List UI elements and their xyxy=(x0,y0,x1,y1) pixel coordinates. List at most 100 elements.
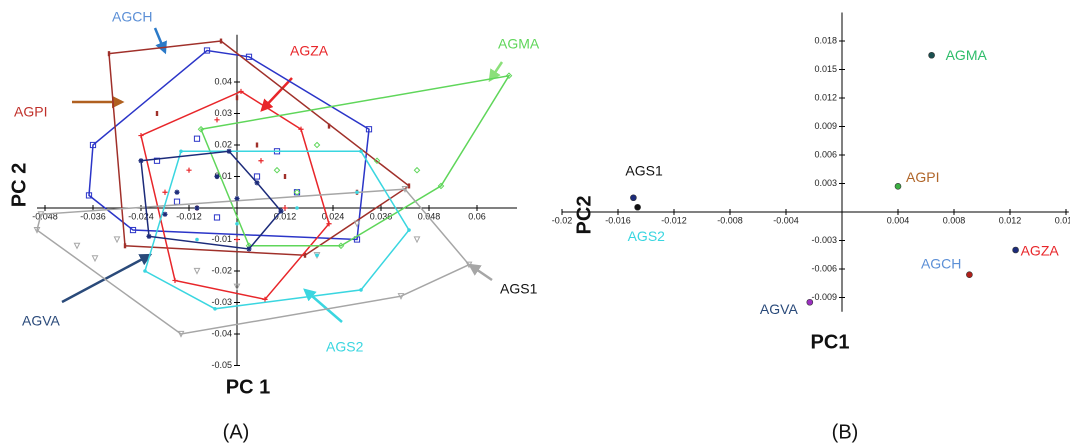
point xyxy=(505,72,513,80)
x-axis-label: PC1 xyxy=(811,331,850,353)
point xyxy=(407,183,411,189)
point xyxy=(437,182,445,190)
y-tick-label: -0.05 xyxy=(211,360,232,370)
chart: -0.048 -0.036 -0.024 -0.012 0.012 0.024 0.036 0… xyxy=(8,9,540,443)
y-tick-label: 0.003 xyxy=(814,178,837,188)
y-axis-label: PC2 xyxy=(573,196,595,235)
point xyxy=(254,180,260,186)
chart: -0.02 -0.016 -0.012 -0.008 -0.004 0.004 0.008 0… xyxy=(552,12,1070,443)
point xyxy=(235,95,239,101)
series-label: AGCH xyxy=(921,255,961,271)
point xyxy=(162,211,168,217)
series-label: AGS1 xyxy=(500,281,538,297)
point xyxy=(37,211,45,219)
x-tick-label: -0.012 xyxy=(661,215,687,225)
point xyxy=(213,214,221,221)
point xyxy=(233,283,241,291)
point xyxy=(278,208,284,214)
arrow xyxy=(467,263,493,282)
point xyxy=(359,149,363,154)
point xyxy=(282,205,288,211)
point xyxy=(413,166,421,174)
point xyxy=(293,188,301,196)
series-label: AGPI xyxy=(906,169,939,185)
point xyxy=(179,149,183,154)
point xyxy=(630,194,637,202)
y-tick-label: -0.01 xyxy=(211,234,232,244)
point xyxy=(373,157,381,165)
point xyxy=(113,236,121,244)
point xyxy=(327,123,331,129)
y-tick-label: 0.009 xyxy=(814,121,837,131)
x-tick-label: -0.004 xyxy=(773,215,799,225)
x-tick-label: 0.036 xyxy=(370,211,393,221)
y-axis-label: PC 2 xyxy=(8,163,30,207)
caption: (A) xyxy=(223,421,250,443)
x-tick-label: -0.048 xyxy=(32,211,58,221)
point xyxy=(293,189,301,196)
y-tick-label: 0.006 xyxy=(814,149,837,159)
point xyxy=(234,195,240,202)
y-tick-label: 0.01 xyxy=(214,171,232,181)
y-tick-label: -0.02 xyxy=(211,265,232,275)
point xyxy=(173,198,181,205)
series-label: AGMA xyxy=(946,47,988,63)
x-tick-label: -0.016 xyxy=(605,215,631,225)
arrow xyxy=(61,253,153,304)
hull xyxy=(199,74,511,247)
point xyxy=(238,88,244,95)
point xyxy=(85,192,93,199)
point xyxy=(283,174,287,179)
point xyxy=(203,47,211,54)
point xyxy=(634,203,641,211)
point xyxy=(195,237,199,242)
point xyxy=(806,298,814,306)
point xyxy=(186,167,192,173)
point xyxy=(245,53,253,60)
series-label: AGCH xyxy=(112,9,152,25)
point xyxy=(162,189,168,195)
x-axis-label: PC 1 xyxy=(226,376,270,398)
point xyxy=(966,271,973,279)
point xyxy=(143,269,147,273)
y-tick-label: 0.04 xyxy=(214,76,232,86)
series-label: AGS2 xyxy=(326,339,364,355)
point xyxy=(73,242,81,250)
x-tick-label: -0.024 xyxy=(128,211,154,221)
series-label: AGVA xyxy=(22,313,61,329)
point xyxy=(353,220,361,228)
point xyxy=(146,233,152,239)
point xyxy=(107,51,111,57)
point xyxy=(177,330,185,338)
point xyxy=(246,246,252,252)
point xyxy=(413,236,421,244)
point xyxy=(153,157,161,164)
point xyxy=(197,125,205,133)
x-tick-label: 0.004 xyxy=(887,215,910,225)
point xyxy=(193,267,201,275)
point xyxy=(465,261,473,269)
point xyxy=(193,135,201,142)
point xyxy=(253,173,261,180)
y-tick-label: -0.003 xyxy=(811,235,837,245)
y-tick-label: 0.03 xyxy=(214,108,232,118)
point xyxy=(234,236,240,243)
point xyxy=(255,142,259,148)
point xyxy=(138,158,144,164)
point xyxy=(1012,246,1019,254)
series-label: AGVA xyxy=(760,301,799,317)
point xyxy=(315,253,319,258)
y-tick-label: -0.04 xyxy=(211,328,232,338)
point xyxy=(214,117,220,123)
point xyxy=(194,205,200,211)
x-tick-label: 0.024 xyxy=(322,211,345,221)
point xyxy=(359,288,363,292)
y-tick-label: 0.018 xyxy=(814,35,837,45)
series-label: AGZA xyxy=(1021,243,1060,259)
point xyxy=(273,166,281,174)
x-tick-label: 0.012 xyxy=(274,211,297,221)
point xyxy=(174,189,180,195)
point xyxy=(401,186,409,193)
x-tick-label: -0.036 xyxy=(80,211,106,221)
x-tick-label: -0.02 xyxy=(552,215,573,225)
